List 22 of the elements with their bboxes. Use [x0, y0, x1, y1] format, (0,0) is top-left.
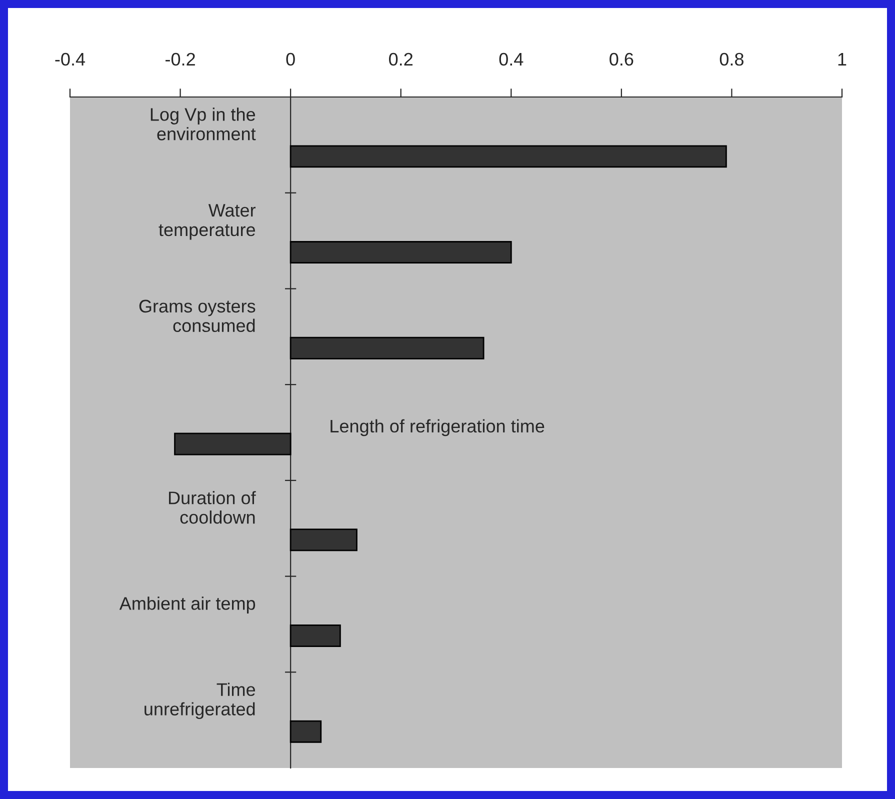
bar: [290, 528, 358, 552]
x-tick-label: 0.6: [610, 52, 634, 66]
y-tick-label: Length of refrigeration time: [330, 419, 544, 436]
bar: [290, 336, 484, 360]
bar: [290, 241, 512, 264]
x-tick-label: 0: [286, 52, 295, 66]
x-tick-label: -0.2: [166, 52, 195, 66]
y-tick-label: Time unrefrigerated: [144, 682, 256, 720]
y-tick-label: Log Vp in the environment: [150, 108, 256, 140]
y-tick-label: Water temperature: [158, 204, 256, 240]
x-tick-label: 1: [838, 53, 846, 66]
x-tick-label: 0.4: [499, 52, 524, 66]
y-tick-label: Ambient air temp: [119, 596, 256, 614]
x-tick-label: 0.8: [720, 52, 744, 66]
y-tick-label: Grams oysters consumed: [139, 300, 256, 332]
y-tick-label: Duration of cooldown: [169, 491, 256, 524]
bar: [290, 624, 341, 647]
x-tick-label: -0.4: [55, 52, 86, 66]
bar: [290, 720, 322, 743]
x-tick-label: 0.2: [389, 52, 412, 66]
bar: [290, 145, 727, 168]
bar: [174, 432, 292, 456]
